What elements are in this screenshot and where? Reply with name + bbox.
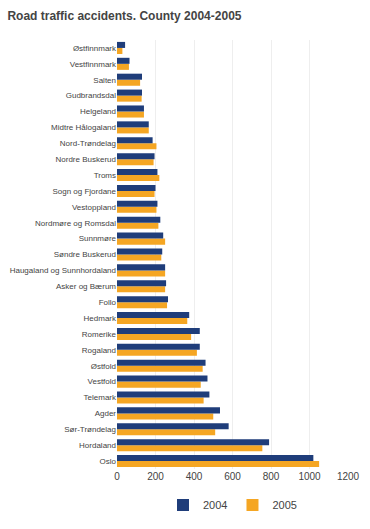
svg-text:Salten: Salten (93, 76, 116, 85)
svg-text:Midtre Hålogaland: Midtre Hålogaland (51, 123, 116, 132)
svg-text:Hedmark: Hedmark (84, 314, 117, 323)
svg-text:Sogn og Fjordane: Sogn og Fjordane (52, 187, 116, 196)
svg-text:0: 0 (114, 471, 120, 482)
svg-text:Helgeland: Helgeland (80, 107, 116, 116)
svg-text:Rogaland: Rogaland (82, 346, 116, 355)
svg-text:Vestfold: Vestfold (88, 377, 116, 386)
svg-text:Vestfinnmark: Vestfinnmark (70, 60, 117, 69)
svg-text:Nordre Buskerud: Nordre Buskerud (56, 155, 116, 164)
svg-text:2005: 2005 (272, 499, 296, 511)
svg-text:Hordaland: Hordaland (79, 441, 116, 450)
svg-text:Nord-Trøndelag: Nord-Trøndelag (60, 139, 116, 148)
svg-text:Agder: Agder (95, 409, 117, 418)
svg-text:Søndre Buskerud: Søndre Buskerud (54, 250, 116, 259)
svg-text:2004: 2004 (203, 499, 227, 511)
svg-text:Troms: Troms (94, 171, 116, 180)
svg-text:Østfold: Østfold (91, 362, 116, 371)
svg-text:Sunnmøre: Sunnmøre (79, 234, 117, 243)
svg-text:400: 400 (186, 471, 203, 482)
svg-text:Asker og Bærum: Asker og Bærum (56, 282, 116, 291)
svg-text:Telemark: Telemark (84, 393, 117, 402)
svg-text:Vestoppland: Vestoppland (72, 203, 116, 212)
svg-text:Road traffic accidents. County: Road traffic accidents. County 2004-2005 (7, 9, 241, 23)
svg-text:1200: 1200 (337, 471, 360, 482)
svg-text:Sør-Trøndelag: Sør-Trøndelag (64, 425, 116, 434)
svg-text:Nordmøre og Romsdal: Nordmøre og Romsdal (35, 219, 116, 228)
svg-text:600: 600 (224, 471, 241, 482)
svg-text:800: 800 (263, 471, 280, 482)
svg-text:200: 200 (147, 471, 164, 482)
svg-text:Follo: Follo (99, 298, 117, 307)
svg-text:1000: 1000 (298, 471, 321, 482)
svg-text:Østfinnmark: Østfinnmark (73, 44, 117, 53)
svg-text:Oslo: Oslo (100, 457, 117, 466)
svg-text:Haugaland og Sunnhordaland: Haugaland og Sunnhordaland (10, 266, 116, 275)
svg-text:Romerike: Romerike (82, 330, 117, 339)
svg-text:Gudbrandsdal: Gudbrandsdal (66, 91, 116, 100)
